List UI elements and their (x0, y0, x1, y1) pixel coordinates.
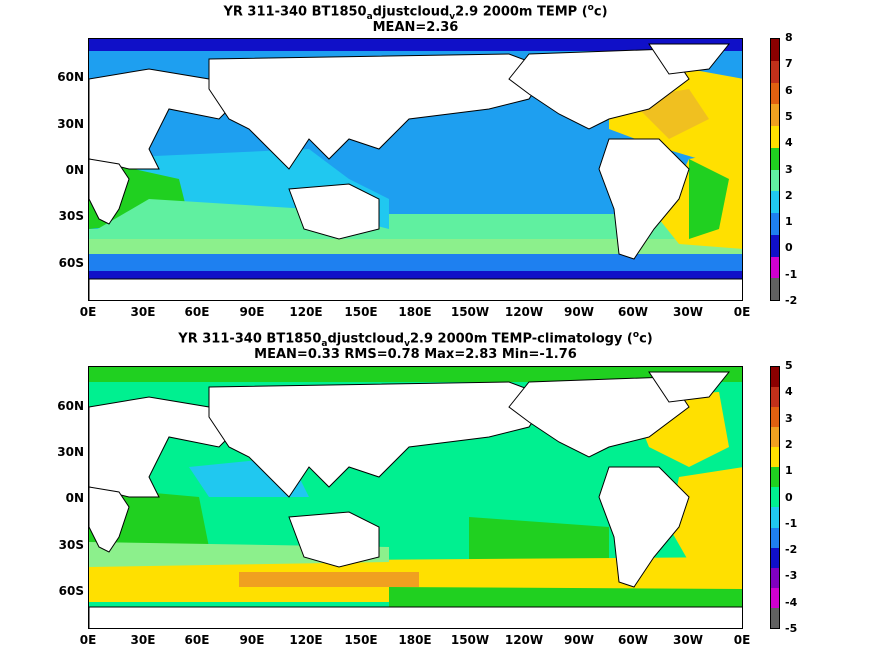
p2-lon-10: 60W (618, 633, 648, 647)
cbar1-swatch-5 (771, 147, 779, 170)
p2-lon-2: 60E (184, 633, 210, 647)
p1-lon-0: 0E (79, 305, 97, 319)
p2-lon-8: 120W (504, 633, 544, 647)
clab2-label-10: -5 (785, 622, 798, 635)
cbar2-swatch-3 (771, 427, 779, 448)
p1-lon-2: 60E (184, 305, 210, 319)
p2-lon-4: 120E (289, 633, 323, 647)
clab2-label-5: 0 (785, 490, 793, 504)
cbar2-swatch-4 (771, 447, 779, 468)
clab1-label-7: 1 (785, 215, 793, 229)
clab1-label-5: 3 (785, 162, 793, 176)
cbar2-swatch-6 (771, 487, 779, 508)
cbar1-swatch-2 (771, 82, 779, 105)
p2-lon-9: 90W (564, 633, 594, 647)
p1-lat-30s: 30S (58, 209, 84, 223)
panel2-map (88, 366, 743, 629)
cbar1-swatch-4 (771, 126, 779, 148)
p2-lat-30n: 30N (57, 445, 84, 459)
p2-lon-5: 150E (344, 633, 378, 647)
cbar2-swatch-1 (771, 387, 779, 408)
clab2-label-4: 1 (785, 464, 793, 478)
p1-lon-7: 150W (450, 305, 490, 319)
p1-lat-60s: 60S (58, 256, 84, 270)
panel1-stats: MEAN=2.36 (372, 20, 459, 35)
cbar1-swatch-7 (771, 191, 779, 213)
p2-colorbar (770, 366, 780, 629)
p1-colorbar (770, 38, 780, 301)
clab1-label-1: 7 (785, 57, 793, 71)
p2-lat-30s: 30S (58, 538, 84, 552)
p2-lon-11: 30W (673, 633, 703, 647)
p2-lon-6: 180E (398, 633, 432, 647)
cbar1-swatch-1 (771, 60, 779, 83)
p1-lon-6: 180E (398, 305, 432, 319)
p2-lon-1: 30E (130, 633, 156, 647)
cbar1-swatch-0 (771, 39, 779, 61)
clab1-label-3: 5 (785, 109, 793, 123)
p1-lon-1: 30E (130, 305, 156, 319)
cbar1-swatch-8 (771, 213, 779, 235)
clab1-label-9: -1 (785, 267, 798, 281)
cbar2-swatch-8 (771, 527, 779, 548)
clab2-label-8: -3 (785, 569, 798, 583)
cbar2-swatch-12 (771, 607, 779, 628)
clab2-label-0: 5 (785, 359, 793, 372)
p2-lon-3: 90E (239, 633, 265, 647)
clab1-label-0: 8 (785, 31, 793, 44)
panel2-title: YR 311-340 BT1850adjustcloudv2.9 2000m T… (178, 330, 653, 349)
p1-lon-12: 0E (733, 305, 751, 319)
p1-lat-0n: 0N (65, 163, 84, 177)
cbar2-swatch-5 (771, 467, 779, 488)
clab2-label-9: -4 (785, 595, 798, 609)
p1-lon-5: 150E (344, 305, 378, 319)
clab2-label-3: 2 (785, 437, 793, 451)
p2-lon-0: 0E (79, 633, 97, 647)
p1-lon-3: 90E (239, 305, 265, 319)
clab2-label-7: -2 (785, 543, 798, 557)
p1-lon-8: 120W (504, 305, 544, 319)
cbar2-swatch-2 (771, 407, 779, 428)
clab1-label-10: -2 (785, 294, 798, 307)
p1-lon-9: 90W (564, 305, 594, 319)
cbar1-swatch-6 (771, 169, 779, 192)
p1-lat-60n: 60N (57, 70, 84, 84)
cbar2-swatch-9 (771, 547, 779, 568)
cbar1-swatch-3 (771, 104, 779, 126)
clab1-label-6: 2 (785, 188, 793, 202)
p2-lat-60n: 60N (57, 399, 84, 413)
cbar1-swatch-9 (771, 234, 779, 257)
p1-lon-4: 120E (289, 305, 323, 319)
p1-lon-11: 30W (673, 305, 703, 319)
p1-lon-10: 60W (618, 305, 648, 319)
clab1-label-2: 6 (785, 83, 793, 97)
p2-lon-7: 150W (450, 633, 490, 647)
panel1-title: YR 311-340 BT1850adjustcloudv2.9 2000m T… (223, 3, 608, 22)
panel2-stats: MEAN=0.33 RMS=0.78 Max=2.83 Min=-1.76 (254, 347, 577, 362)
p2-lat-60s: 60S (58, 584, 84, 598)
cbar2-swatch-10 (771, 567, 779, 588)
cbar1-swatch-11 (771, 278, 779, 300)
clab1-label-4: 4 (785, 136, 793, 150)
panel1-map (88, 38, 743, 301)
cbar2-swatch-11 (771, 587, 779, 608)
clab2-label-1: 4 (785, 385, 793, 399)
p2-lat-0n: 0N (65, 491, 84, 505)
clab1-label-8: 0 (785, 241, 793, 255)
cbar1-swatch-10 (771, 256, 779, 279)
clab2-label-2: 3 (785, 411, 793, 425)
p1-lat-30n: 30N (57, 117, 84, 131)
cbar2-swatch-7 (771, 507, 779, 528)
cbar2-swatch-0 (771, 367, 779, 388)
clab2-label-6: -1 (785, 516, 798, 530)
p2-lon-12: 0E (733, 633, 751, 647)
